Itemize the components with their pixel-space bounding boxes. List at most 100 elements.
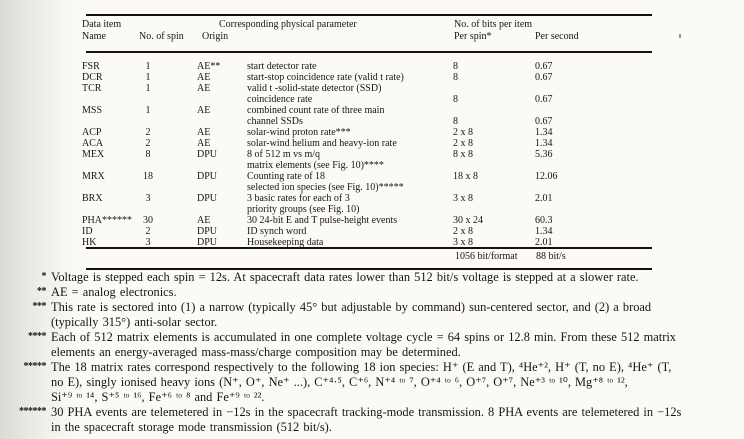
table-body: FSR 1 AE** start detector rate 8 0.67 DC… bbox=[0, 61, 744, 249]
table-rule-header bbox=[86, 51, 652, 53]
footnote-text: This rate is sectored into (1) a narrow … bbox=[51, 300, 652, 314]
header-origin: Origin bbox=[202, 31, 229, 42]
footnote-text: The 18 matrix rates correspond respectiv… bbox=[51, 360, 672, 374]
cell-no-of-spin: 1 bbox=[145, 104, 151, 116]
footnote-line: ***** The 18 matrix rates correspond res… bbox=[0, 360, 744, 375]
table-row: MRX 18 DPU Counting rate of 18 18 x 8 12… bbox=[0, 171, 744, 182]
cell-no-of-spin: 18 bbox=[143, 170, 153, 182]
cell-no-of-spin: 1 bbox=[145, 82, 151, 94]
cell-bits-per-second: 60.3 bbox=[535, 215, 553, 227]
cell-data-item-name: MRX bbox=[82, 170, 105, 182]
table-row: ACP 2 AE solar-wind proton rate*** 2 x 8… bbox=[0, 127, 744, 138]
cell-physical-parameter: start detector rate bbox=[247, 60, 317, 72]
table-rule-top bbox=[86, 14, 652, 16]
table-row: channel SSDs 8 0.67 bbox=[0, 116, 744, 127]
cell-no-of-spin: 2 bbox=[145, 226, 151, 238]
cell-bits-per-second: 0.67 bbox=[535, 60, 553, 72]
cell-origin: DPU bbox=[197, 226, 218, 238]
total-bits-per-second: 88 bit/s bbox=[536, 251, 566, 262]
cell-physical-parameter: combined count rate of three main bbox=[247, 104, 385, 116]
cell-bits-per-second: 0.67 bbox=[535, 71, 553, 83]
footnote-line: ****** 30 PHA events are telemetered in … bbox=[0, 405, 744, 420]
cell-bits-per-second: 0.67 bbox=[535, 115, 553, 127]
cell-no-of-spin: 2 bbox=[145, 126, 151, 138]
table-row: TCR 1 AE valid t -solid-state detector (… bbox=[0, 83, 744, 94]
table-row: FSR 1 AE** start detector rate 8 0.67 bbox=[0, 61, 744, 72]
footnote-line: in the spacecraft storage mode transmiss… bbox=[0, 420, 744, 435]
cell-origin: AE bbox=[197, 104, 211, 116]
cell-bits-per-spin: 18 x 8 bbox=[453, 170, 478, 182]
cell-bits-per-spin: 30 x 24 bbox=[453, 215, 483, 227]
total-bits-per-format: 1056 bit/format bbox=[455, 251, 518, 262]
cell-origin: DPU bbox=[197, 193, 218, 205]
cell-physical-parameter: valid t -solid-state detector (SSD) bbox=[247, 82, 382, 94]
cell-physical-parameter: selected ion species (see Fig. 10)***** bbox=[247, 182, 404, 194]
header-name: Name bbox=[82, 31, 106, 42]
table-rule-final bbox=[86, 268, 652, 270]
cell-no-of-spin: 30 bbox=[143, 215, 153, 227]
cell-physical-parameter: solar-wind proton rate*** bbox=[247, 126, 351, 138]
cell-data-item-name: DCR bbox=[82, 71, 103, 83]
cell-no-of-spin: 2 bbox=[145, 137, 151, 149]
footnote-line: * Voltage is stepped each spin = 12s. At… bbox=[0, 270, 744, 285]
cell-no-of-spin: 3 bbox=[145, 237, 151, 249]
footnote-marker: **** bbox=[28, 331, 47, 342]
cell-physical-parameter: coincidence rate bbox=[247, 93, 313, 105]
footnote-marker: ** bbox=[37, 286, 47, 297]
cell-origin: DPU bbox=[197, 170, 218, 182]
table-row: coincidence rate 8 0.67 bbox=[0, 94, 744, 105]
cell-data-item-name: HK bbox=[82, 237, 97, 249]
footnote-text: AE = analog electronics. bbox=[51, 285, 177, 299]
cell-physical-parameter: Counting rate of 18 bbox=[247, 170, 326, 182]
cell-physical-parameter: channel SSDs bbox=[247, 115, 303, 127]
cell-physical-parameter: 30 24-bit E and T pulse-height events bbox=[247, 215, 398, 227]
footnote-text: Si⁺⁹ ᵗᵒ ¹⁴, S⁺⁵ ᵗᵒ ¹⁶, Fe⁺⁶ ᵗᵒ ⁸ and Fe⁺… bbox=[51, 390, 265, 404]
cell-no-of-spin: 1 bbox=[145, 60, 151, 72]
header-per-second: Per second bbox=[535, 31, 579, 42]
cell-physical-parameter: ID synch word bbox=[247, 226, 307, 238]
cell-bits-per-spin: 8 bbox=[453, 71, 458, 83]
cell-origin: AE bbox=[197, 215, 211, 227]
cell-bits-per-spin: 8 x 8 bbox=[453, 148, 473, 160]
cell-physical-parameter: priority groups (see Fig. 10) bbox=[247, 204, 360, 216]
cell-bits-per-second: 0.67 bbox=[535, 93, 553, 105]
table-row: priority groups (see Fig. 10) bbox=[0, 204, 744, 215]
cell-data-item-name: FSR bbox=[82, 60, 100, 72]
table-row: ID 2 DPU ID synch word 2 x 8 1.34 bbox=[0, 226, 744, 237]
table-row: MSS 1 AE combined count rate of three ma… bbox=[0, 105, 744, 116]
table-rule-body-bottom bbox=[86, 247, 652, 249]
cell-bits-per-spin: 8 bbox=[453, 93, 458, 105]
cell-no-of-spin: 1 bbox=[145, 71, 151, 83]
cell-bits-per-spin: 2 x 8 bbox=[453, 226, 473, 238]
cell-bits-per-second: 1.34 bbox=[535, 137, 553, 149]
header-data-item: Data item bbox=[82, 19, 122, 30]
cell-physical-parameter: matrix elements (see Fig. 10)**** bbox=[247, 159, 384, 171]
footnote-marker: ***** bbox=[23, 361, 47, 372]
cell-physical-parameter: start-stop coincidence rate (valid t rat… bbox=[247, 71, 404, 83]
cell-data-item-name: ACA bbox=[82, 137, 104, 149]
cell-bits-per-spin: 2 x 8 bbox=[453, 137, 473, 149]
cell-origin: AE bbox=[197, 82, 211, 94]
cell-data-item-name: TCR bbox=[82, 82, 102, 94]
table-row: selected ion species (see Fig. 10)***** bbox=[0, 182, 744, 193]
footnote-text: Each of 512 matrix elements is accumulat… bbox=[51, 330, 676, 344]
cell-no-of-spin: 8 bbox=[145, 148, 151, 160]
cell-bits-per-spin: 8 bbox=[453, 115, 458, 127]
footnote-line: elements an energy-averaged mass-mass/ch… bbox=[0, 345, 744, 360]
cell-physical-parameter: solar-wind helium and heavy-ion rate bbox=[247, 137, 397, 149]
table-row: ACA 2 AE solar-wind helium and heavy-ion… bbox=[0, 138, 744, 149]
table-row: DCR 1 AE start-stop coincidence rate (va… bbox=[0, 72, 744, 83]
footnote-marker: ****** bbox=[19, 406, 47, 417]
footnote-marker: * bbox=[41, 271, 47, 282]
footnotes: * Voltage is stepped each spin = 12s. At… bbox=[0, 270, 744, 435]
cell-bits-per-second: 5.36 bbox=[535, 148, 553, 160]
cell-bits-per-second: 1.34 bbox=[535, 226, 553, 238]
cell-physical-parameter: 8 of 512 m vs m/q bbox=[247, 148, 321, 160]
cell-origin: DPU bbox=[197, 237, 218, 249]
cell-data-item-name: BRX bbox=[82, 193, 103, 205]
cell-physical-parameter: Housekeeping data bbox=[247, 237, 324, 249]
table-row: HK 3 DPU Housekeeping data 3 x 8 2.01 bbox=[0, 237, 744, 248]
cell-origin: AE bbox=[197, 126, 211, 138]
footnote-line: (typically 315°) anti-solar sector. bbox=[0, 315, 744, 330]
